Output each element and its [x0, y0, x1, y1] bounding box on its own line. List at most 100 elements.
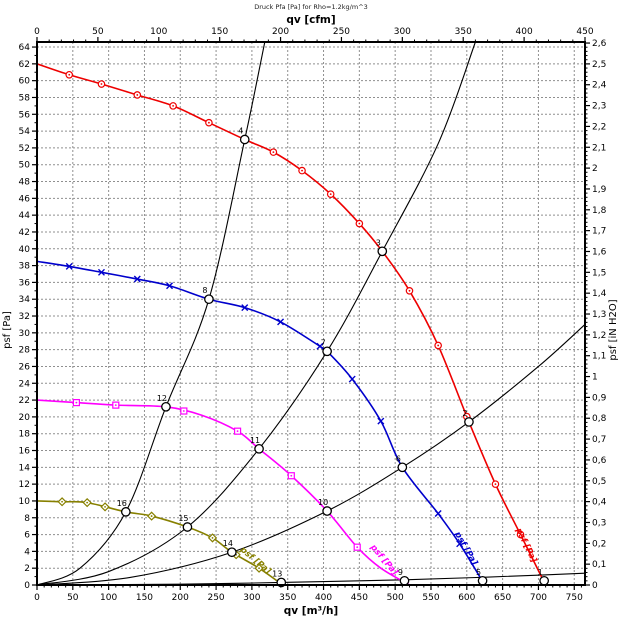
operating-point-label: 8 — [202, 286, 207, 295]
left-tick-label: 42 — [19, 228, 30, 238]
left-tick-label: 56 — [19, 110, 31, 120]
operating-point-label: 13 — [272, 569, 282, 578]
fan-curves — [36, 63, 547, 586]
data-marker-x — [316, 342, 324, 350]
right-tick-label: 1,5 — [592, 268, 606, 278]
left-tick-label: 24 — [19, 379, 31, 389]
right-tick-label: 0,7 — [592, 435, 606, 445]
right-tick-label: 0 — [592, 581, 598, 591]
operating-point-marker — [377, 246, 388, 257]
fan-curve-speed-3-markers — [72, 398, 361, 551]
left-tick-label: 0 — [24, 581, 30, 591]
operating-point-label: 4 — [238, 127, 243, 136]
right-tick-label: 1,8 — [592, 206, 607, 216]
data-marker-dot — [86, 501, 89, 504]
data-marker-dot — [136, 94, 139, 96]
left-tick-label: 22 — [19, 396, 30, 406]
data-marker-dot — [68, 73, 71, 76]
bottom-tick-label: 500 — [387, 593, 404, 603]
operating-point-label: 11 — [250, 436, 260, 445]
data-marker-dot — [236, 430, 239, 433]
fan-curve-speed-1 — [36, 63, 547, 586]
left-tick-label: 30 — [19, 329, 31, 339]
data-marker-dot — [100, 83, 103, 85]
data-marker-dot — [437, 344, 440, 347]
left-tick-label: 64 — [19, 43, 31, 53]
fan-curve-speed-2-line — [36, 260, 486, 586]
right-tick-label: 0,5 — [592, 477, 606, 487]
right-axis-title: psf [iN H2O] — [608, 299, 619, 360]
operating-point-marker — [399, 575, 410, 586]
gridlines — [37, 42, 585, 585]
operating-point-label: 12 — [157, 394, 167, 403]
fan-curve-speed-1-inline-label: psf [Pa] — [513, 526, 539, 565]
operating-point-marker — [539, 575, 550, 586]
right-tick-label: 0,3 — [592, 518, 606, 528]
right-tick-label: 0,8 — [592, 414, 607, 424]
top-tick-label: 300 — [394, 27, 411, 37]
data-marker-dot — [519, 533, 522, 536]
right-tick-label: 0,9 — [592, 393, 607, 403]
fan-curve-speed-3 — [36, 398, 410, 586]
operating-point-marker — [254, 443, 264, 454]
bottom-tick-label: 250 — [207, 593, 224, 603]
left-tick-label: 2 — [24, 564, 30, 574]
left-tick-label: 12 — [19, 480, 30, 490]
operating-point-label: 3 — [376, 238, 381, 247]
left-tick-label: 28 — [19, 346, 31, 356]
right-tick-label: 0,6 — [592, 456, 607, 466]
data-marker-dot — [494, 483, 497, 486]
left-tick-label: 48 — [19, 178, 31, 188]
bottom-tick-label: 350 — [279, 593, 296, 603]
data-marker-dot — [290, 474, 293, 477]
top-tick-label: 350 — [455, 27, 472, 37]
left-tick-label: 34 — [19, 295, 31, 305]
data-marker-dot — [208, 121, 210, 124]
data-marker-dot — [75, 401, 78, 404]
data-marker-dot — [61, 500, 63, 503]
right-tick-label: 2 — [592, 164, 598, 174]
bottom-tick-label: 100 — [100, 593, 117, 603]
bottom-tick-label: 300 — [243, 593, 260, 603]
operating-point-marker — [477, 575, 488, 586]
data-marker-dot — [465, 415, 468, 418]
left-tick-label: 6 — [24, 531, 30, 541]
data-marker-dot — [182, 410, 185, 412]
operating-point-label: 16 — [117, 499, 127, 508]
operating-point-marker — [322, 506, 332, 516]
bottom-tick-label: 200 — [172, 593, 189, 603]
fan-curve-speed-1-markers — [65, 70, 525, 539]
left-tick-label: 58 — [19, 93, 31, 103]
right-tick-label: 2,2 — [592, 122, 606, 132]
data-marker-x — [65, 262, 73, 270]
top-tick-label: 400 — [516, 27, 533, 37]
operating-point-marker — [322, 346, 332, 357]
right-tick-label: 1,7 — [592, 227, 606, 237]
operating-point-marker — [161, 401, 171, 412]
operating-point-label: 2 — [462, 409, 467, 418]
left-tick-label: 62 — [19, 60, 30, 70]
left-tick-label: 52 — [19, 144, 30, 154]
data-marker-dot — [356, 546, 359, 549]
left-tick-label: 46 — [19, 194, 31, 204]
left-tick-label: 14 — [19, 463, 31, 473]
operating-point-label: 6 — [396, 454, 401, 463]
bottom-tick-label: 700 — [530, 593, 547, 603]
left-tick-label: 16 — [19, 447, 31, 457]
data-marker-dot — [104, 506, 106, 508]
operating-point-label: 1 — [538, 568, 543, 577]
right-tick-label: 1,9 — [592, 185, 607, 195]
right-tick-label: 1 — [592, 373, 598, 383]
fan-curve-speed-4-line — [36, 500, 284, 586]
operating-point-marker — [204, 294, 214, 305]
operating-point-label: 5 — [476, 568, 481, 577]
system-curve-B — [36, 41, 476, 586]
bottom-tick-label: 650 — [494, 593, 511, 603]
data-marker-dot — [358, 222, 361, 225]
bottom-tick-label: 550 — [422, 593, 439, 603]
left-tick-label: 36 — [19, 278, 31, 288]
operating-point-marker — [239, 134, 250, 145]
data-marker-dot — [114, 404, 117, 407]
top-tick-label: 450 — [576, 27, 593, 37]
